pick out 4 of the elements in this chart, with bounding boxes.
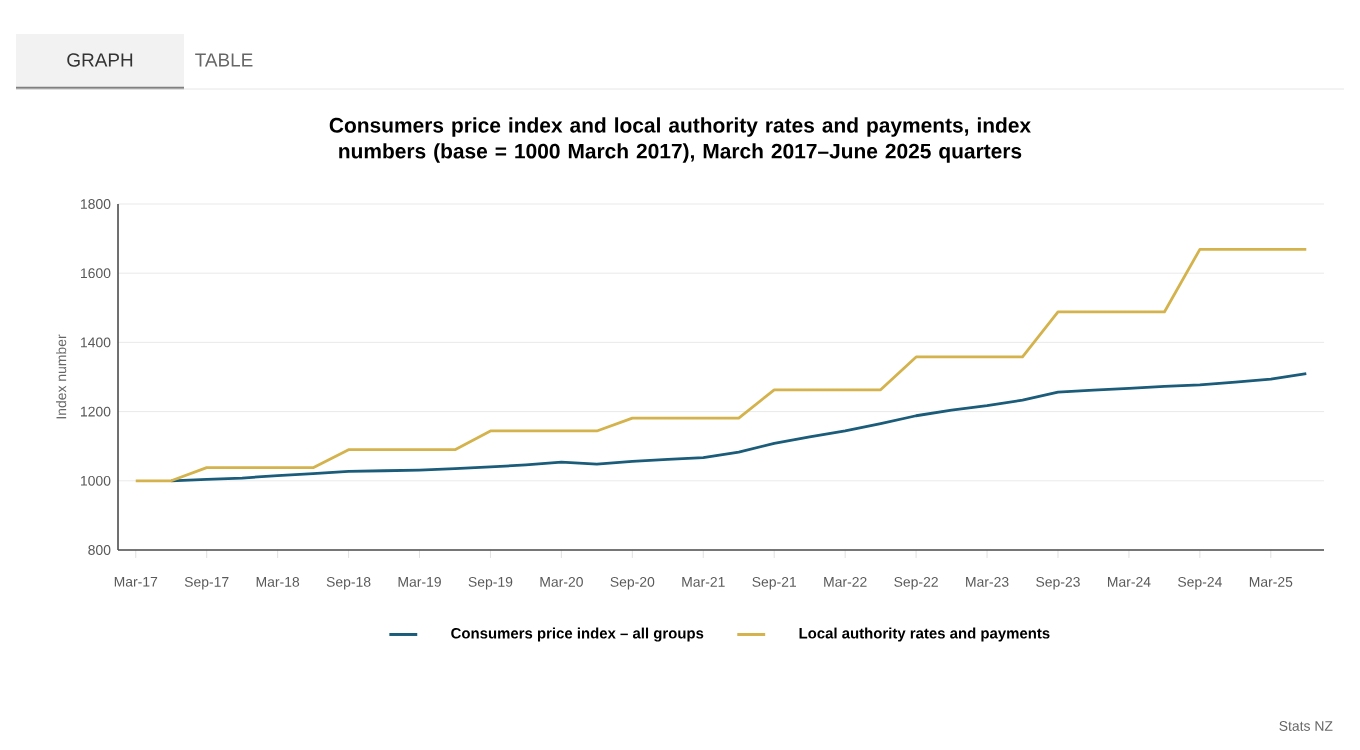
chart-title: Consumers price index and local authority rates and payments, index numbers (base = 1000 March 2017), March 2017–June 2025 quarters — [329, 117, 1031, 163]
text: TABLE — [195, 53, 253, 67]
text: GRAPH — [67, 53, 133, 67]
line-series — [169, 372, 1308, 483]
